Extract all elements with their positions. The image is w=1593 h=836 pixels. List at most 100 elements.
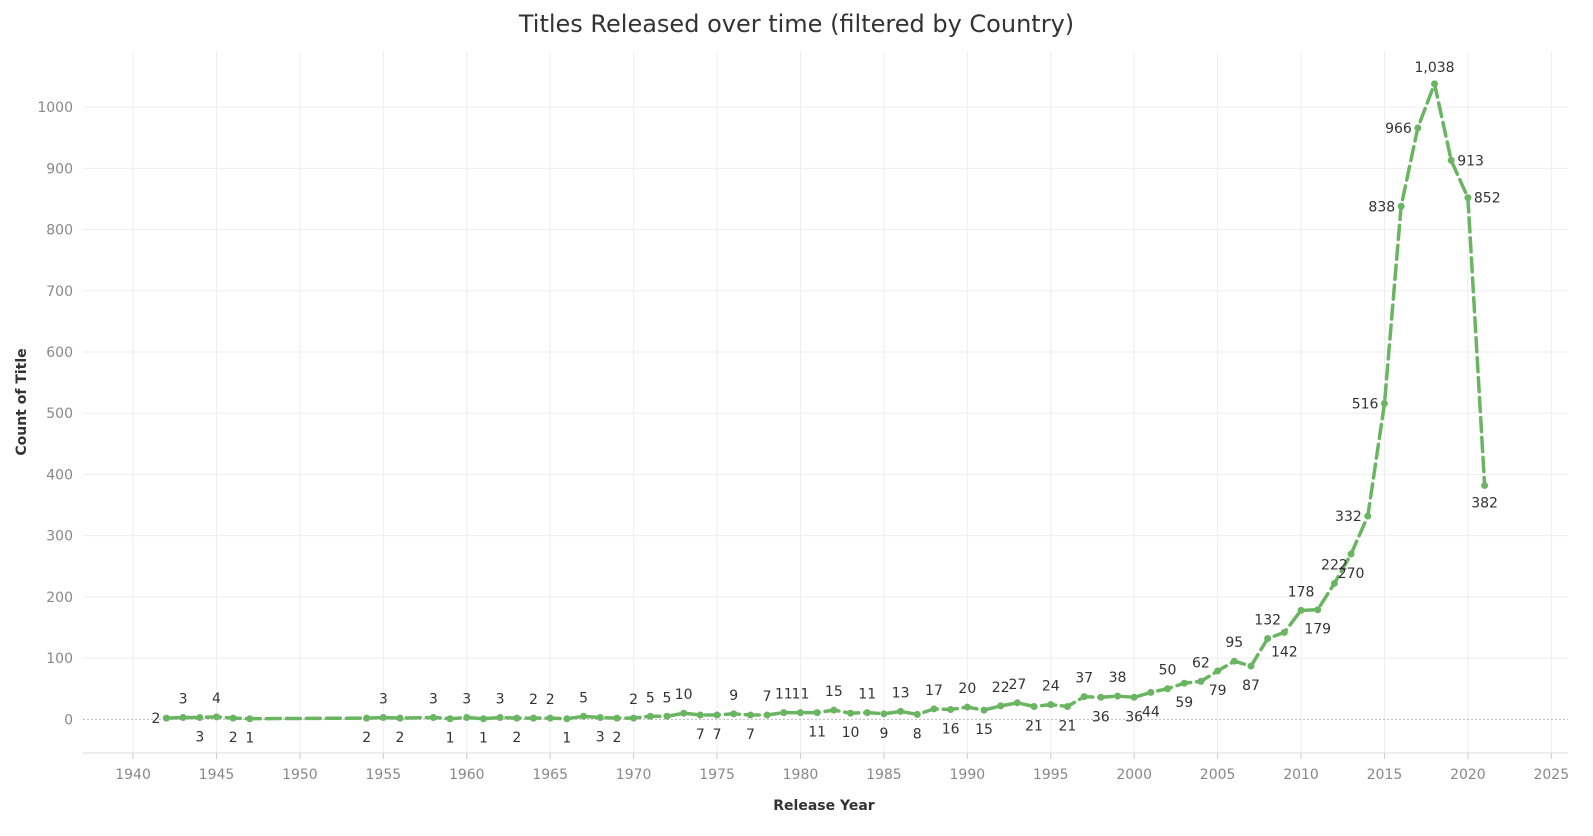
x-tick-label: 1955: [366, 767, 402, 783]
y-tick-label: 300: [46, 529, 73, 545]
data-label: 24: [1042, 679, 1060, 695]
data-label: 20: [958, 681, 976, 697]
x-tick-label: 1985: [866, 767, 902, 783]
data-label: 27: [1008, 677, 1026, 693]
data-point: [746, 711, 754, 719]
data-point: [212, 713, 220, 721]
data-point: [1447, 156, 1455, 164]
data-label: 178: [1288, 584, 1315, 600]
data-label: 9: [729, 688, 738, 704]
data-point: [1113, 692, 1121, 700]
data-point: [1180, 679, 1188, 687]
x-tick-label: 1965: [532, 767, 568, 783]
data-point: [1297, 606, 1305, 614]
y-tick-label: 200: [46, 590, 73, 606]
data-point: [1380, 399, 1388, 407]
data-label: 2: [512, 730, 521, 746]
data-point: [580, 712, 588, 720]
data-label: 852: [1474, 191, 1501, 207]
data-point: [897, 707, 905, 715]
data-label: 7: [696, 727, 705, 743]
x-tick-label: 2010: [1283, 767, 1319, 783]
data-label: 3: [596, 729, 605, 745]
y-tick-label: 600: [46, 345, 73, 361]
data-label: 3: [496, 691, 505, 707]
x-tick-label: 2020: [1450, 767, 1486, 783]
y-tick-label: 100: [46, 651, 73, 667]
data-label: 1,038: [1414, 60, 1454, 76]
data-label: 8: [913, 726, 922, 742]
data-label: 16: [942, 722, 960, 738]
data-point: [663, 712, 671, 720]
x-tick-label: 1950: [282, 767, 318, 783]
x-tick-label: 1980: [783, 767, 819, 783]
data-point: [1230, 657, 1238, 665]
data-label: 2: [546, 692, 555, 708]
chart-title: Titles Released over time (filtered by C…: [518, 10, 1075, 38]
data-point: [963, 703, 971, 711]
data-point: [396, 714, 404, 722]
y-tick-label: 800: [46, 223, 73, 239]
data-label: 2: [529, 692, 538, 708]
data-point: [479, 715, 487, 723]
x-tick-label: 1945: [199, 767, 235, 783]
y-tick-label: 1000: [37, 100, 73, 116]
data-label: 36: [1092, 709, 1110, 725]
data-label: 838: [1368, 199, 1395, 215]
data-point: [1314, 606, 1322, 614]
y-tick-label: 0: [64, 712, 73, 728]
data-point: [1197, 677, 1205, 685]
data-point: [630, 714, 638, 722]
data-label: 913: [1457, 153, 1484, 169]
data-label: 11: [808, 725, 826, 741]
x-tick-label: 1960: [449, 767, 485, 783]
data-point: [947, 706, 955, 714]
data-label: 1: [245, 731, 254, 747]
data-point: [1013, 699, 1021, 707]
data-point: [813, 709, 821, 717]
data-point: [830, 706, 838, 714]
data-label: 7: [746, 727, 755, 743]
data-point: [880, 710, 888, 718]
data-point: [563, 715, 571, 723]
data-point: [1280, 628, 1288, 636]
data-label: 270: [1338, 566, 1365, 582]
data-label: 10: [842, 725, 860, 741]
data-label: 95: [1225, 635, 1243, 651]
data-point: [1481, 481, 1489, 489]
data-label: 2: [152, 711, 161, 727]
data-point: [1097, 693, 1105, 701]
data-label: 15: [975, 722, 993, 738]
data-point: [463, 713, 471, 721]
y-tick-label: 900: [46, 161, 73, 177]
data-label: 142: [1271, 644, 1298, 660]
data-label: 5: [663, 690, 672, 706]
data-label: 59: [1175, 695, 1193, 711]
data-label: 62: [1192, 655, 1210, 671]
data-point: [162, 714, 170, 722]
data-label: 79: [1209, 683, 1227, 699]
data-point: [513, 714, 521, 722]
data-point: [229, 714, 237, 722]
data-label: 3: [179, 691, 188, 707]
data-point: [1414, 124, 1422, 132]
data-label: 50: [1159, 663, 1177, 679]
data-label: 966: [1385, 121, 1412, 137]
data-point: [763, 711, 771, 719]
data-point: [1214, 667, 1222, 675]
data-label: 22: [992, 680, 1010, 696]
data-label: 21: [1059, 718, 1077, 734]
y-tick-label: 400: [46, 467, 73, 483]
data-point: [429, 713, 437, 721]
grid: [83, 52, 1568, 753]
data-point: [546, 714, 554, 722]
x-tick-label: 2025: [1533, 767, 1569, 783]
x-tick-label: 1990: [950, 767, 986, 783]
data-label: 87: [1242, 678, 1260, 694]
data-label: 2: [362, 730, 371, 746]
data-point: [930, 705, 938, 713]
data-point: [997, 702, 1005, 710]
data-point: [1063, 702, 1071, 710]
